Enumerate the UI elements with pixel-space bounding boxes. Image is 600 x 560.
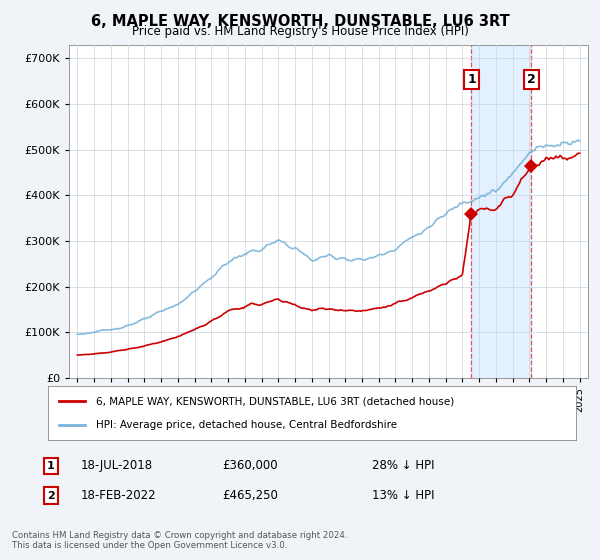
Text: 13% ↓ HPI: 13% ↓ HPI [372, 489, 434, 502]
Text: £360,000: £360,000 [222, 459, 278, 473]
Text: HPI: Average price, detached house, Central Bedfordshire: HPI: Average price, detached house, Cent… [95, 419, 397, 430]
Text: 18-FEB-2022: 18-FEB-2022 [81, 489, 157, 502]
Text: Contains HM Land Registry data © Crown copyright and database right 2024.
This d: Contains HM Land Registry data © Crown c… [12, 530, 347, 550]
Text: 28% ↓ HPI: 28% ↓ HPI [372, 459, 434, 473]
Text: 2: 2 [47, 491, 55, 501]
Text: 2: 2 [527, 73, 536, 86]
Text: 1: 1 [47, 461, 55, 471]
Text: 1: 1 [467, 73, 476, 86]
Text: Price paid vs. HM Land Registry's House Price Index (HPI): Price paid vs. HM Land Registry's House … [131, 25, 469, 38]
Text: 18-JUL-2018: 18-JUL-2018 [81, 459, 153, 473]
Text: 6, MAPLE WAY, KENSWORTH, DUNSTABLE, LU6 3RT (detached house): 6, MAPLE WAY, KENSWORTH, DUNSTABLE, LU6 … [95, 396, 454, 407]
Text: 6, MAPLE WAY, KENSWORTH, DUNSTABLE, LU6 3RT: 6, MAPLE WAY, KENSWORTH, DUNSTABLE, LU6 … [91, 14, 509, 29]
Text: £465,250: £465,250 [222, 489, 278, 502]
Bar [472, 45, 532, 378]
